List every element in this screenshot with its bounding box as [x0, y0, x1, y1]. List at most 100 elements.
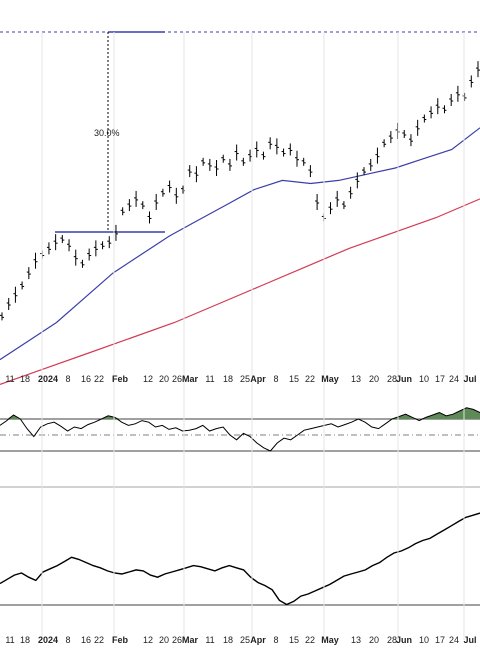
indicator-panel-2	[0, 512, 480, 606]
price-date-tick: Mar	[182, 374, 199, 384]
bottom-date-tick: 17	[435, 635, 445, 645]
indicator-2-line	[0, 512, 480, 606]
bottom-date-tick: 24	[449, 635, 459, 645]
price-date-tick: 15	[289, 374, 299, 384]
price-bar	[335, 190, 340, 207]
price-bar	[127, 199, 132, 212]
price-bar	[348, 186, 353, 199]
price-bar	[408, 134, 413, 147]
price-bar	[422, 114, 427, 123]
bottom-date-tick: 28	[387, 635, 397, 645]
price-bar	[140, 201, 145, 210]
bottom-date-tick: May	[321, 635, 339, 645]
bottom-date-tick: 25	[240, 635, 250, 645]
bottom-date-tick: Apr	[250, 635, 266, 645]
bottom-date-tick: 26	[172, 635, 182, 645]
price-bar	[160, 188, 165, 197]
price-bar	[308, 165, 313, 178]
price-bar	[328, 202, 333, 215]
bottom-date-tick: 12	[143, 635, 153, 645]
date-axes: 11 18 2024 8 16 22 Feb 12 20 26 Mar 11 18 25 Apr 8 15 22 M…	[5, 32, 477, 645]
price-bar	[234, 144, 239, 161]
bottom-date-tick: 20	[369, 635, 379, 645]
price-date-tick: 20	[159, 374, 169, 384]
price-date-tick: 25	[240, 374, 250, 384]
price-bar	[469, 75, 474, 88]
price-bar	[241, 157, 246, 166]
price-panel	[0, 31, 480, 385]
price-bar	[93, 240, 98, 257]
price-date-tick: 12	[143, 374, 153, 384]
indicator-1-line	[0, 407, 480, 452]
price-date-tick: 20	[369, 374, 379, 384]
price-bar	[26, 267, 31, 280]
price-bar	[46, 242, 51, 255]
price-bar	[174, 187, 179, 204]
price-date-tick: 10	[419, 374, 429, 384]
price-bar	[388, 131, 393, 144]
price-date-tick: 11	[205, 374, 214, 384]
bottom-date-tick: 10	[419, 635, 429, 645]
price-bar	[134, 190, 139, 207]
price-bar	[60, 235, 65, 244]
price-bar	[261, 151, 266, 160]
price-bar	[288, 143, 293, 156]
price-bar	[227, 158, 232, 171]
price-bar	[442, 105, 447, 114]
bottom-date-tick: 11	[5, 635, 14, 645]
price-bar	[402, 130, 407, 138]
price-bar	[368, 158, 373, 171]
price-date-tick: 24	[449, 374, 459, 384]
price-bar	[194, 166, 199, 183]
price-bar	[207, 158, 212, 171]
red-moving-average	[0, 198, 480, 385]
price-bar	[375, 147, 380, 164]
price-bar	[449, 94, 454, 106]
price-bar	[33, 252, 38, 269]
price-date-tick: 18	[20, 374, 30, 384]
blue-moving-average	[0, 127, 480, 361]
bottom-date-tick: Mar	[182, 635, 199, 645]
price-bar	[53, 234, 58, 251]
price-bar	[294, 150, 299, 167]
price-bar	[154, 194, 159, 210]
price-date-tick: 13	[351, 374, 361, 384]
price-bar	[187, 165, 192, 178]
indicator-panel-1	[0, 407, 480, 488]
bottom-date-tick: 18	[223, 635, 233, 645]
price-bar	[455, 85, 460, 102]
bottom-date-tick: Feb	[112, 635, 129, 645]
price-bar	[462, 92, 467, 101]
price-date-tick: 16	[81, 374, 91, 384]
price-bar	[248, 149, 253, 162]
price-date-tick: 28	[387, 374, 397, 384]
price-date-tick: 8	[65, 374, 70, 384]
price-date-tick: Jul	[463, 374, 476, 384]
overbought-fill	[0, 407, 480, 419]
price-bar	[362, 167, 367, 176]
price-bar	[13, 286, 18, 303]
price-date-tick: 22	[94, 374, 104, 384]
price-date-tick: May	[321, 374, 339, 384]
price-bar	[315, 194, 320, 210]
price-date-tick: Jun	[396, 374, 412, 384]
price-bar	[415, 119, 420, 136]
price-bar	[100, 241, 105, 250]
price-bar	[429, 106, 434, 119]
price-bar	[355, 172, 360, 189]
bottom-date-tick: 18	[20, 635, 30, 645]
price-date-tick: 18	[223, 374, 233, 384]
price-bar	[301, 157, 306, 166]
bottom-date-tick: 15	[289, 635, 299, 645]
bottom-date-tick: 2024	[38, 635, 58, 645]
price-bar	[382, 139, 387, 148]
price-bar	[476, 61, 480, 78]
price-bar	[73, 249, 78, 266]
bottom-date-tick: 22	[94, 635, 104, 645]
price-bar	[87, 248, 92, 261]
price-bar	[0, 312, 4, 321]
price-bar	[20, 281, 25, 290]
price-date-tick: 26	[172, 374, 182, 384]
price-date-tick: 22	[305, 374, 315, 384]
